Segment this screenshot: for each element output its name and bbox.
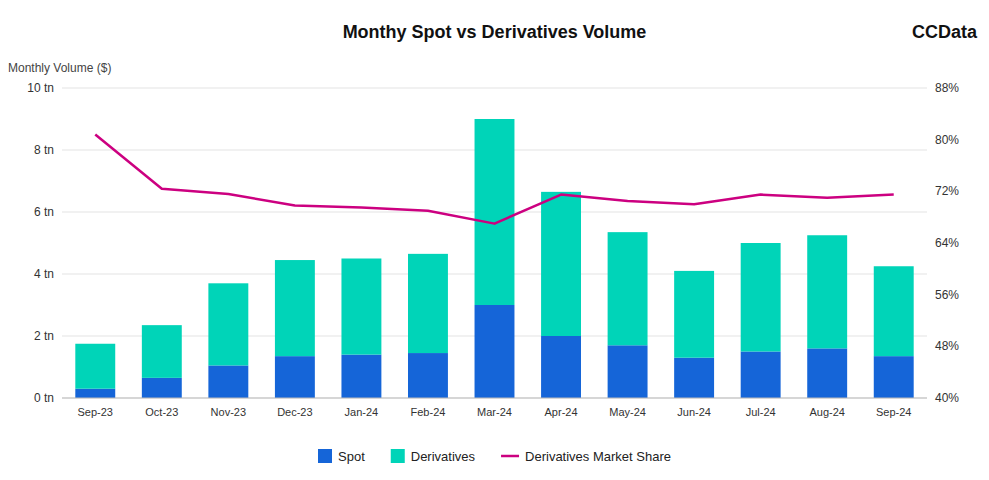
bar xyxy=(142,378,182,398)
chart: 0 tn 2 tn 4 tn 6 tn 8 tn 10 tn 40% 48% 56% 64% 72%… xyxy=(0,0,989,480)
marks xyxy=(75,119,913,398)
x-tick-label: May-24 xyxy=(609,406,646,418)
y-tick-label: 6 tn xyxy=(34,205,54,219)
y-tick-label: 2 tn xyxy=(34,329,54,343)
x-tick-label: Mar-24 xyxy=(477,406,512,418)
x-tick-label: Sep-23 xyxy=(78,406,113,418)
bar xyxy=(475,305,515,398)
bar xyxy=(608,232,648,345)
grid-line xyxy=(62,88,927,89)
y-tick-label: 4 tn xyxy=(34,267,54,281)
x-tick-label: Aug-24 xyxy=(809,406,844,418)
bar xyxy=(874,266,914,356)
bar xyxy=(408,254,448,353)
y2-tick-label: 64% xyxy=(935,236,959,250)
y2-tick-label: 56% xyxy=(935,288,959,302)
y-axis-label: Monthly Volume ($) xyxy=(8,61,111,75)
bar xyxy=(275,356,315,398)
legend-label: Derivatives Market Share xyxy=(525,449,671,464)
x-tick-label: Jul-24 xyxy=(746,406,776,418)
line xyxy=(95,135,893,224)
bar xyxy=(208,365,248,398)
legend-swatch xyxy=(391,449,405,463)
bar xyxy=(75,389,115,398)
y2-tick-label: 80% xyxy=(935,133,959,147)
x-tick-label: Nov-23 xyxy=(211,406,246,418)
legend-label: Derivatives xyxy=(411,449,476,464)
legend-item: Spot xyxy=(318,449,365,464)
bar xyxy=(408,353,448,398)
y2-tick-label: 88% xyxy=(935,81,959,95)
y2-tick-label: 72% xyxy=(935,184,959,198)
bar xyxy=(807,348,847,398)
bar xyxy=(807,235,847,348)
grid xyxy=(62,88,927,398)
x-tick-label: Oct-23 xyxy=(145,406,178,418)
bar xyxy=(475,119,515,305)
grid-line xyxy=(62,398,927,399)
legend-swatch xyxy=(501,455,519,458)
x-tick-label: Apr-24 xyxy=(545,406,578,418)
y-tick-label: 8 tn xyxy=(34,143,54,157)
bar xyxy=(674,358,714,398)
x-axis-line xyxy=(62,398,927,399)
y-tick-label: 0 tn xyxy=(34,391,54,405)
bar xyxy=(541,192,581,336)
bar xyxy=(142,325,182,378)
legend: Spot Derivatives Derivatives Market Share xyxy=(318,449,671,464)
x-tick-label: Feb-24 xyxy=(411,406,446,418)
bar xyxy=(674,271,714,358)
legend-label: Spot xyxy=(338,449,365,464)
bar xyxy=(75,344,115,389)
bar xyxy=(208,283,248,365)
bar xyxy=(608,345,648,398)
bar xyxy=(741,243,781,352)
bar xyxy=(741,352,781,399)
x-tick-label: Sep-24 xyxy=(876,406,911,418)
annotation: CCData xyxy=(912,22,978,42)
y2-tick-label: 40% xyxy=(935,391,959,405)
x-tick-label: Jun-24 xyxy=(677,406,711,418)
title: Monthy Spot vs Derivatives Volume xyxy=(343,22,647,42)
legend-item: Derivatives Market Share xyxy=(501,449,671,464)
bar xyxy=(341,259,381,355)
bar xyxy=(341,355,381,398)
legend-swatch xyxy=(318,449,332,463)
legend-item: Derivatives xyxy=(391,449,476,464)
x-tick-label: Dec-23 xyxy=(277,406,312,418)
bar xyxy=(275,260,315,356)
y2-tick-label: 48% xyxy=(935,339,959,353)
bar xyxy=(874,356,914,398)
bar xyxy=(541,336,581,398)
y-tick-label: 10 tn xyxy=(27,81,54,95)
x-tick-label: Jan-24 xyxy=(345,406,379,418)
